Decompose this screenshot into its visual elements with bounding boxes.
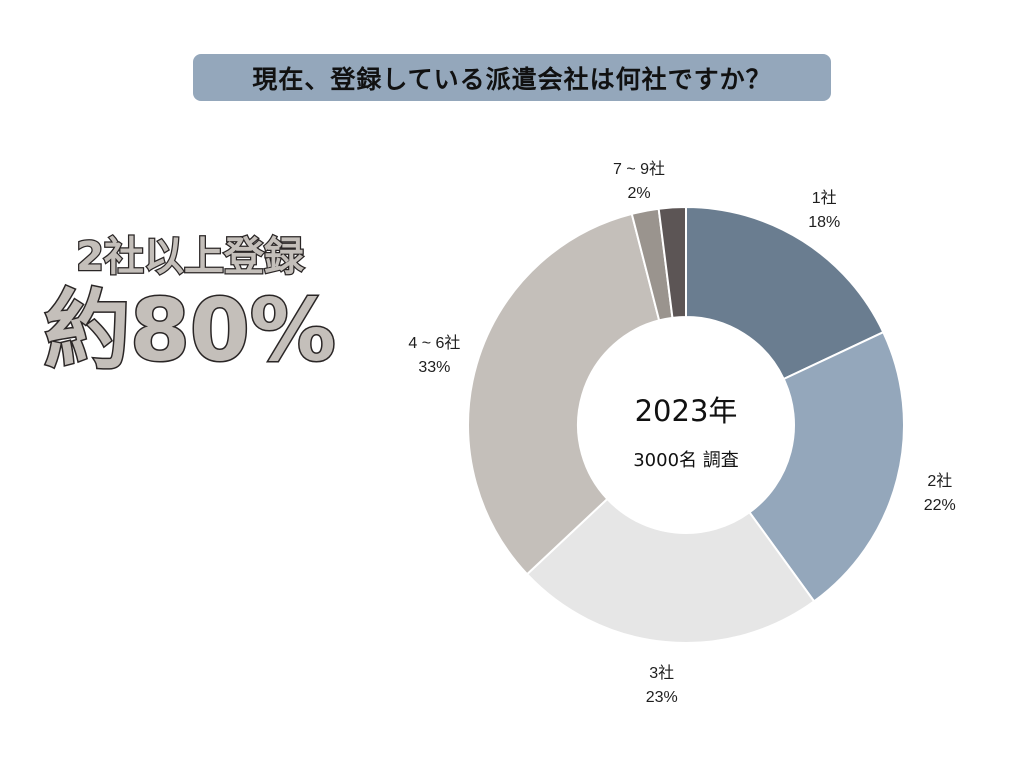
slice-value-label-4: 33% [418, 359, 450, 376]
slice-label-4: 4 ~ 6社 [408, 334, 460, 352]
slice-value-label-1: 18% [808, 214, 840, 231]
slice-value-label-5: 2% [627, 185, 650, 202]
slice-value-label-3: 23% [646, 689, 678, 706]
slice-value-label-2: 22% [924, 497, 956, 514]
slice-label-5: 7 ~ 9社 [613, 160, 665, 178]
slice-label-3: 3社 [649, 664, 674, 682]
pie-slice-3 [525, 497, 816, 644]
title-banner: 現在、登録している派遣会社は何社ですか？ [193, 54, 831, 101]
donut-slices [467, 205, 905, 644]
headline-main-value: 約80% [43, 281, 338, 381]
pie-slice-6 [657, 205, 687, 319]
pie-slice-4 [467, 212, 661, 576]
slice-label-2: 2社 [927, 472, 952, 490]
pie-slice-1 [685, 205, 885, 381]
headline-subtitle: 2社以上登録 [75, 233, 305, 282]
chart-center-title: 2023年 [635, 394, 738, 428]
page-title: 現在、登録している派遣会社は何社ですか？ [252, 64, 772, 94]
chart-center-subtitle: 3000名 調査 [633, 450, 739, 471]
pie-slice-2 [748, 330, 905, 603]
slice-labels: 1社 18% 2社 22% 3社 23% 4 ~ 6社 33% 7 ~ 9社 2% [408, 160, 955, 706]
slice-label-1: 1社 [812, 189, 837, 207]
